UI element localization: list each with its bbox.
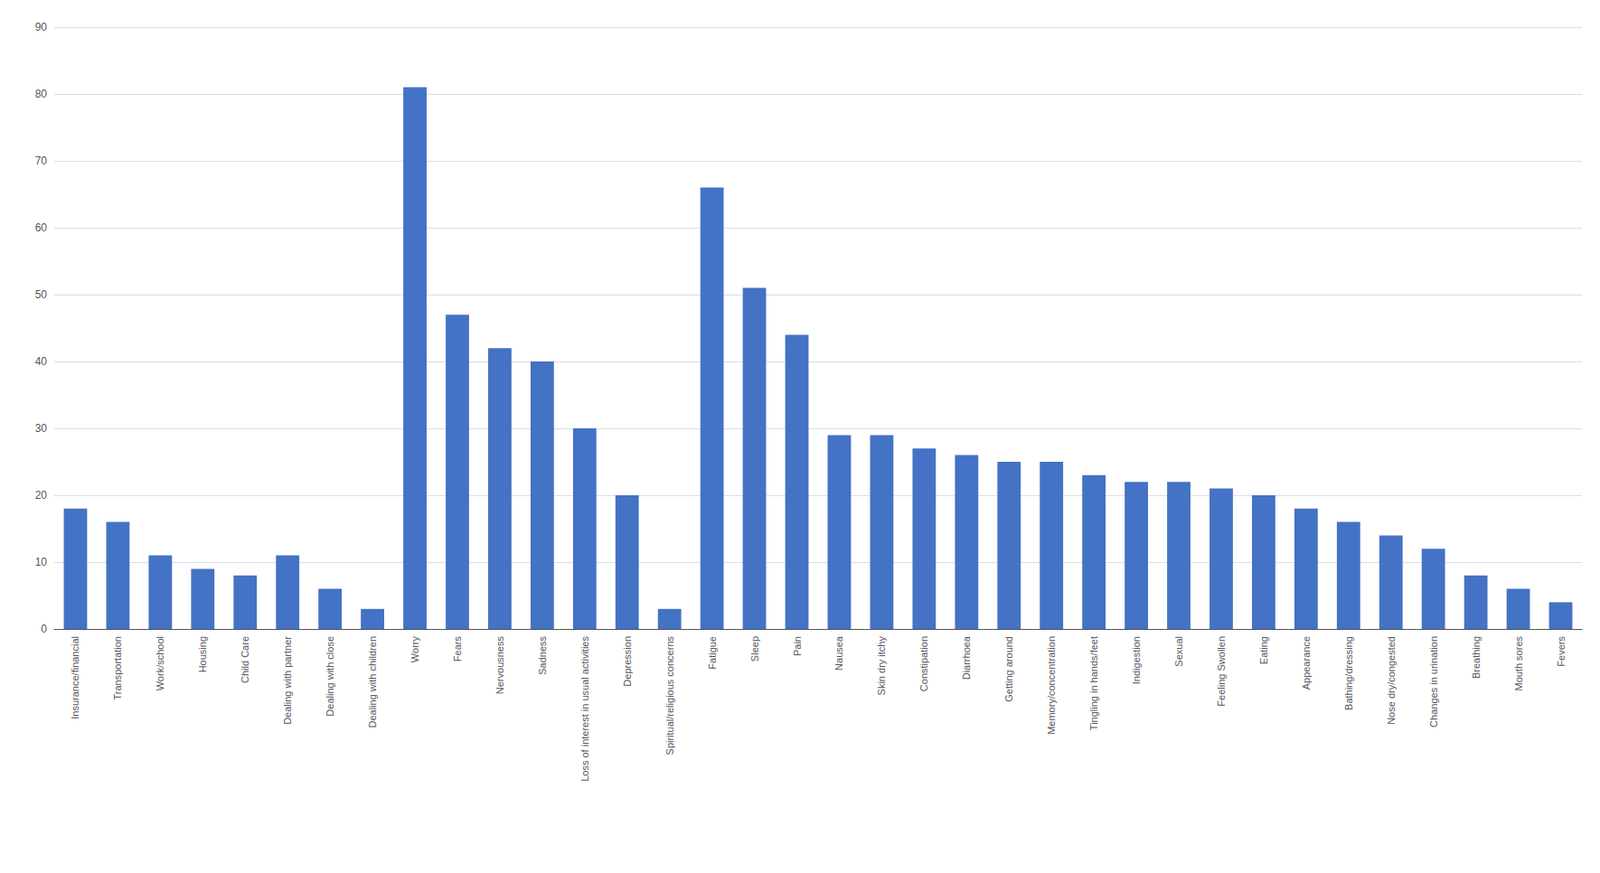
svg-text:Appearance: Appearance xyxy=(1300,636,1312,690)
svg-text:Child Care: Child Care xyxy=(239,636,251,684)
svg-text:50: 50 xyxy=(35,288,48,302)
svg-text:70: 70 xyxy=(35,154,48,168)
svg-text:Changes in urination: Changes in urination xyxy=(1428,636,1440,728)
svg-text:Indigestion: Indigestion xyxy=(1130,636,1142,685)
svg-text:Sadness: Sadness xyxy=(536,636,548,676)
svg-text:Memory/concentration: Memory/concentration xyxy=(1045,636,1057,735)
svg-text:0: 0 xyxy=(40,622,48,636)
svg-text:Sleep: Sleep xyxy=(749,636,761,662)
svg-text:60: 60 xyxy=(35,221,48,235)
svg-text:Tingling in hands/feet: Tingling in hands/feet xyxy=(1088,636,1100,731)
svg-text:Work/school: Work/school xyxy=(154,636,166,691)
svg-text:Breathing: Breathing xyxy=(1470,636,1482,679)
svg-text:40: 40 xyxy=(35,355,48,368)
svg-text:Dealing with children: Dealing with children xyxy=(367,636,378,729)
svg-text:Feeling Swollen: Feeling Swollen xyxy=(1215,636,1227,707)
svg-text:Pain: Pain xyxy=(791,636,803,657)
svg-text:80: 80 xyxy=(35,87,48,101)
svg-text:Housing: Housing xyxy=(197,636,208,673)
svg-text:Eating: Eating xyxy=(1258,636,1270,665)
svg-text:Constipation: Constipation xyxy=(918,636,930,692)
svg-text:30: 30 xyxy=(35,422,48,435)
svg-text:Bathing/dressing: Bathing/dressing xyxy=(1343,636,1355,711)
svg-text:Diarrhoea: Diarrhoea xyxy=(960,635,972,680)
svg-text:Fears: Fears xyxy=(451,636,463,663)
svg-text:Fatigue: Fatigue xyxy=(706,636,718,670)
svg-text:90: 90 xyxy=(35,20,48,34)
svg-text:Transportation: Transportation xyxy=(112,636,123,701)
svg-text:Nausea: Nausea xyxy=(833,635,845,671)
svg-text:Dealing with close: Dealing with close xyxy=(324,636,336,717)
svg-text:10: 10 xyxy=(35,555,48,569)
svg-text:Nervousness: Nervousness xyxy=(494,636,506,696)
svg-text:20: 20 xyxy=(35,489,48,502)
svg-text:Spiritual/religious concerns: Spiritual/religious concerns xyxy=(664,636,676,756)
svg-text:Depression: Depression xyxy=(621,636,633,688)
svg-text:Fevers: Fevers xyxy=(1555,636,1567,668)
svg-text:Nose dry/congested: Nose dry/congested xyxy=(1385,636,1397,725)
svg-text:Worry: Worry xyxy=(409,636,421,664)
svg-text:Getting around: Getting around xyxy=(1003,636,1015,703)
svg-text:Loss of interest in usual acti: Loss of interest in usual activities xyxy=(579,636,591,782)
svg-text:Skin dry itchy: Skin dry itchy xyxy=(875,636,887,697)
svg-text:Sexual: Sexual xyxy=(1173,636,1185,668)
svg-text:Insurance/financial: Insurance/financial xyxy=(69,636,81,720)
svg-text:Dealing with partner: Dealing with partner xyxy=(282,636,293,725)
svg-text:Mouth sores: Mouth sores xyxy=(1513,636,1525,692)
